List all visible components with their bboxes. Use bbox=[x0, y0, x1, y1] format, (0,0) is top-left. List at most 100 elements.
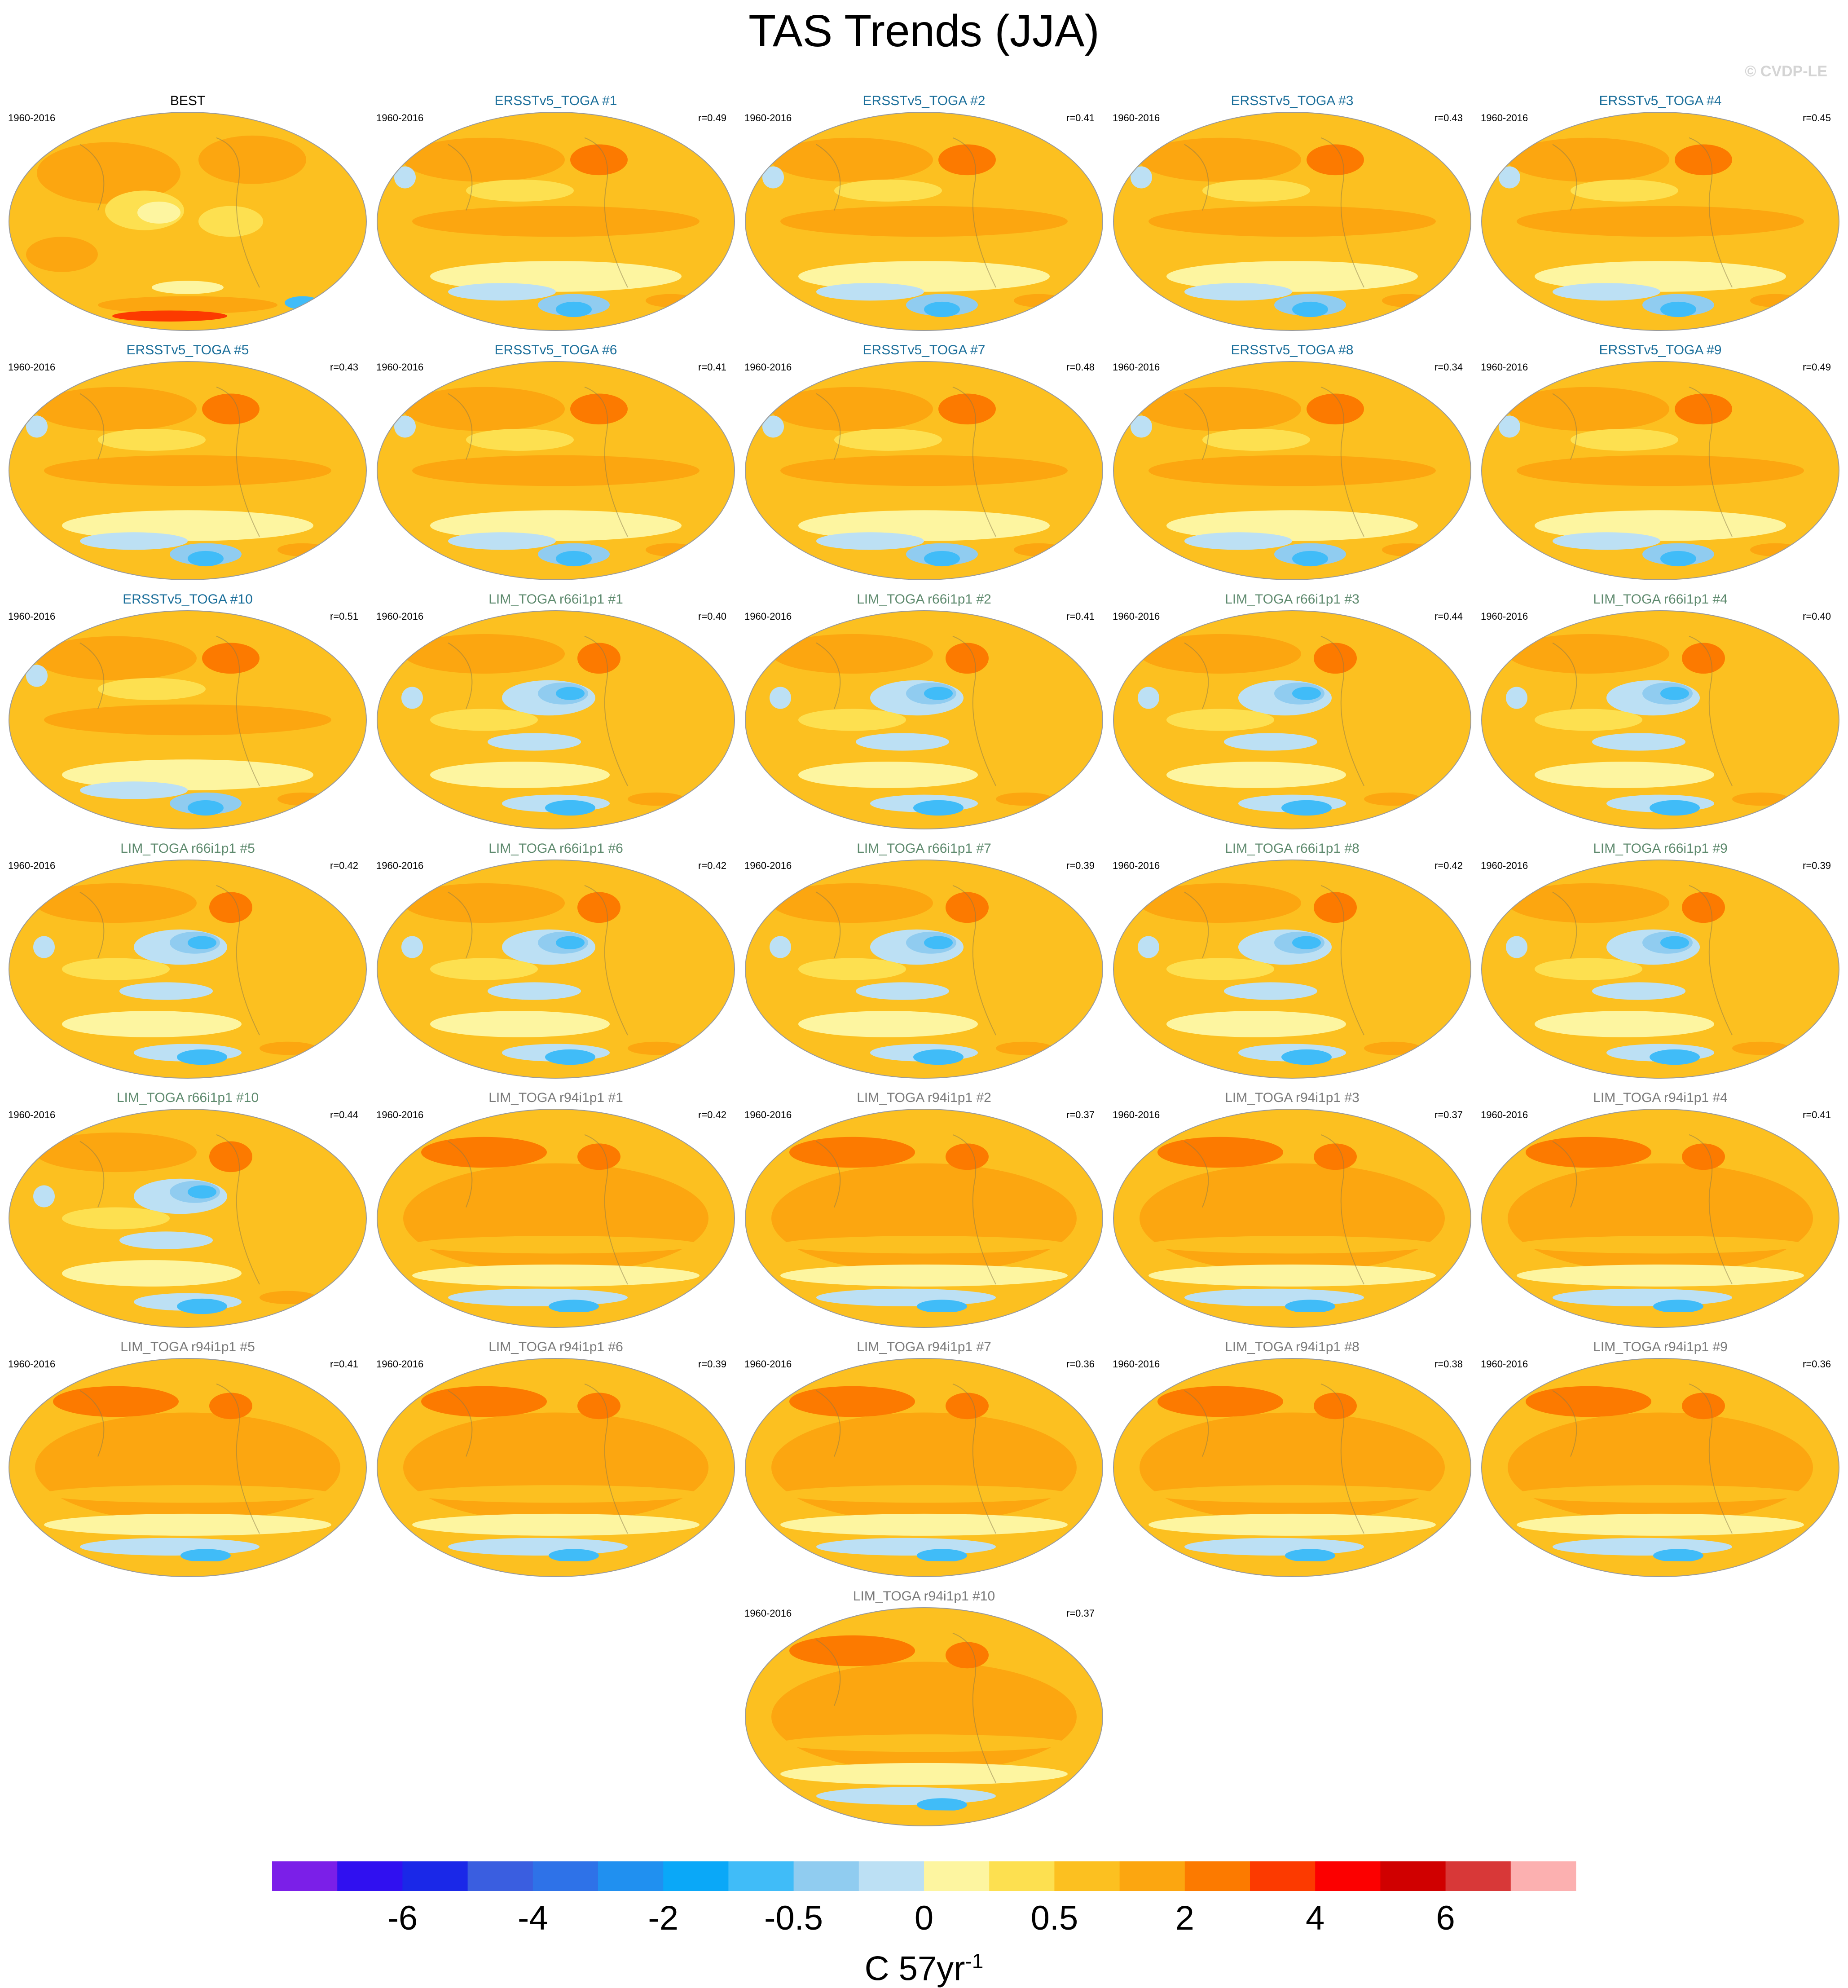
panel-title: LIM_TOGA r94i1p1 #1 bbox=[488, 1090, 623, 1105]
trend-region bbox=[80, 781, 188, 799]
trend-region bbox=[1148, 1485, 1436, 1503]
trend-region bbox=[946, 892, 989, 923]
panel-correlation: r=0.39 bbox=[1803, 860, 1831, 871]
map-panel: BEST 1960-2016 bbox=[8, 90, 367, 337]
colorbar-tick-label: -4 bbox=[518, 1899, 548, 1937]
coastline bbox=[816, 635, 996, 786]
map-panel: LIM_TOGA r66i1p1 #5 1960-2016 r=0.42 bbox=[8, 838, 367, 1084]
panel-years: 1960-2016 bbox=[1481, 860, 1528, 871]
map-outline bbox=[745, 860, 1103, 1079]
panel-years: 1960-2016 bbox=[744, 611, 792, 622]
coastline bbox=[1552, 386, 1733, 537]
trend-region bbox=[1148, 206, 1436, 237]
panel-title: ERSSTv5_TOGA #7 bbox=[862, 343, 986, 357]
trend-region bbox=[1508, 634, 1669, 674]
trend-region bbox=[1138, 936, 1159, 958]
panel-years: 1960-2016 bbox=[8, 1358, 56, 1370]
trend-region bbox=[780, 206, 1068, 237]
trend-region bbox=[44, 1513, 331, 1536]
trend-region bbox=[198, 206, 263, 237]
map-outline bbox=[1113, 610, 1471, 829]
panel-title: LIM_TOGA r94i1p1 #2 bbox=[857, 1090, 991, 1105]
panel-correlation: r=0.41 bbox=[1066, 112, 1095, 123]
trend-region bbox=[577, 1393, 620, 1419]
trend-region bbox=[98, 296, 277, 314]
panel-years: 1960-2016 bbox=[744, 860, 792, 871]
panel-title: ERSSTv5_TOGA #8 bbox=[1231, 343, 1354, 357]
trend-region bbox=[762, 415, 784, 438]
trend-map bbox=[377, 1109, 735, 1328]
coastline bbox=[1184, 137, 1364, 288]
trend-map bbox=[9, 1109, 367, 1328]
colorbar-swatch bbox=[728, 1861, 794, 1891]
trend-map bbox=[1481, 112, 1839, 331]
map-panel: ERSSTv5_TOGA #7 1960-2016 r=0.48 bbox=[744, 339, 1104, 586]
panel-title: LIM_TOGA r94i1p1 #10 bbox=[853, 1589, 995, 1604]
trend-region bbox=[1675, 144, 1732, 176]
panel-title: LIM_TOGA r66i1p1 #2 bbox=[857, 592, 991, 607]
panel-title: LIM_TOGA r66i1p1 #10 bbox=[116, 1090, 259, 1105]
panel-years: 1960-2016 bbox=[376, 361, 424, 373]
trend-region bbox=[946, 1642, 989, 1669]
trend-region bbox=[1285, 1300, 1335, 1313]
trend-region bbox=[1224, 733, 1317, 751]
panel-years: 1960-2016 bbox=[8, 860, 56, 871]
trend-region bbox=[1307, 393, 1364, 425]
coastline bbox=[1184, 386, 1364, 537]
map-outline bbox=[1481, 1109, 1839, 1328]
panel-title: ERSSTv5_TOGA #9 bbox=[1599, 343, 1722, 357]
map-panel: LIM_TOGA r94i1p1 #10 1960-2016 r=0.37 bbox=[744, 1585, 1104, 1832]
trend-region bbox=[1166, 709, 1274, 731]
map-panel: ERSSTv5_TOGA #6 1960-2016 r=0.41 bbox=[376, 339, 735, 586]
trend-region bbox=[62, 1260, 242, 1287]
trend-region bbox=[1571, 428, 1678, 451]
panel-correlation: r=0.40 bbox=[698, 611, 726, 622]
panel-title: LIM_TOGA r94i1p1 #4 bbox=[1593, 1090, 1728, 1105]
panel-correlation: r=0.41 bbox=[1066, 611, 1095, 622]
trend-region bbox=[1517, 1485, 1804, 1503]
trend-region bbox=[771, 387, 933, 431]
coastline bbox=[79, 1383, 260, 1534]
panel-correlation: r=0.42 bbox=[1434, 860, 1463, 871]
trend-region bbox=[188, 936, 216, 949]
trend-map bbox=[745, 1607, 1103, 1826]
colorbar-swatch bbox=[663, 1861, 729, 1891]
panel-correlation: r=0.51 bbox=[330, 611, 358, 622]
trend-region bbox=[1682, 1393, 1725, 1419]
trend-region bbox=[780, 1763, 1068, 1785]
trend-region bbox=[394, 166, 416, 189]
map-panel: LIM_TOGA r66i1p1 #2 1960-2016 r=0.41 bbox=[744, 588, 1104, 835]
coastline bbox=[79, 885, 260, 1036]
trend-region bbox=[946, 1143, 989, 1170]
trend-region bbox=[816, 283, 924, 301]
map-panel: ERSSTv5_TOGA #8 1960-2016 r=0.34 bbox=[1113, 339, 1472, 586]
trend-region bbox=[260, 221, 317, 265]
trend-region bbox=[816, 1312, 1032, 1323]
trend-region bbox=[771, 883, 933, 923]
panel-correlation: r=0.41 bbox=[1803, 1109, 1831, 1120]
trend-region bbox=[1224, 982, 1317, 1000]
coastline bbox=[1552, 1134, 1733, 1285]
trend-region bbox=[80, 1561, 295, 1572]
trend-region bbox=[924, 936, 953, 949]
trend-region bbox=[924, 551, 960, 567]
trend-region bbox=[62, 958, 170, 980]
colorbar-swatch bbox=[924, 1861, 990, 1891]
panel-years: 1960-2016 bbox=[1113, 361, 1160, 373]
trend-region bbox=[770, 687, 791, 709]
panel-title: ERSSTv5_TOGA #5 bbox=[126, 343, 249, 357]
map-panel: LIM_TOGA r94i1p1 #8 1960-2016 r=0.38 bbox=[1113, 1336, 1472, 1583]
trend-region bbox=[924, 301, 960, 317]
colorbar-tick-label: -0.5 bbox=[764, 1899, 823, 1937]
trend-region bbox=[403, 387, 565, 431]
colorbar-swatch bbox=[1380, 1861, 1446, 1891]
panel-title: LIM_TOGA r66i1p1 #9 bbox=[1593, 841, 1728, 856]
trend-region bbox=[556, 301, 592, 317]
trend-region bbox=[556, 936, 585, 949]
trend-map bbox=[9, 610, 367, 829]
trend-region bbox=[412, 206, 700, 237]
panel-correlation: r=0.42 bbox=[698, 860, 726, 871]
coastline bbox=[448, 137, 628, 288]
map-panel: LIM_TOGA r94i1p1 #3 1960-2016 r=0.37 bbox=[1113, 1087, 1472, 1334]
panel-correlation: r=0.41 bbox=[330, 1358, 358, 1370]
